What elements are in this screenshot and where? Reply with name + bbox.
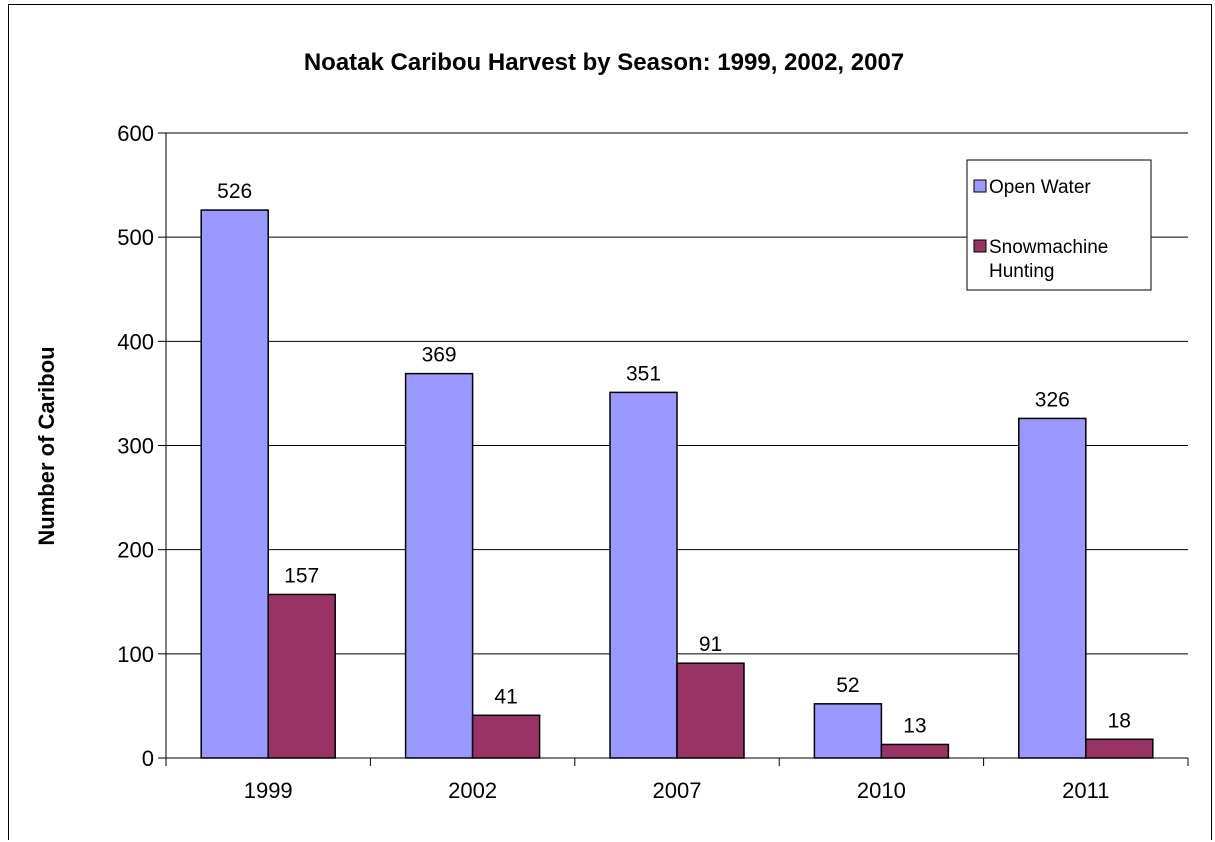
x-tick-label: 2007 (653, 778, 702, 803)
data-label: 369 (422, 344, 457, 367)
y-axis-title: Number of Caribou (34, 346, 59, 545)
legend: Open Water Snowmachine Hunting (966, 159, 1152, 291)
data-label: 91 (699, 633, 722, 656)
data-label: 351 (626, 362, 661, 385)
data-label: 41 (494, 685, 517, 708)
bar-open-water-2002 (404, 372, 474, 759)
x-tick-label: 2011 (1062, 778, 1109, 803)
y-tick-label: 300 (117, 434, 154, 459)
y-tick-label: 200 (117, 538, 154, 563)
x-tick-label: 1999 (244, 778, 293, 803)
bar-open-water-1999 (200, 209, 269, 759)
y-tick-label: 600 (117, 121, 154, 146)
data-label: 13 (903, 714, 926, 737)
x-tick-label: 2010 (857, 778, 906, 803)
bars (200, 209, 1154, 759)
bar-snowmachine-hunting-2002 (471, 714, 541, 759)
data-label: 157 (284, 564, 319, 587)
chart-frame (8, 4, 1212, 840)
x-tick-label: 2002 (448, 778, 497, 803)
y-tick-label: 500 (117, 225, 154, 250)
data-label: 526 (217, 180, 252, 203)
bar-open-water-2011 (1018, 417, 1087, 759)
bar-open-water-2007 (609, 391, 678, 759)
bar-snowmachine-hunting-2007 (676, 662, 745, 759)
legend-swatch (973, 179, 987, 193)
bar-open-water-2010 (813, 703, 883, 759)
bar-snowmachine-hunting-2010 (880, 743, 950, 759)
data-label: 18 (1108, 709, 1131, 732)
axes: 0 100 200 300 400 500 600 1999 2002 2007 2010 2011 (117, 121, 1189, 803)
legend-label: Open Water (989, 177, 1091, 198)
data-labels: 526 157 369 41 351 91 52 13 326 18 (217, 180, 1131, 737)
legend-swatch (973, 239, 987, 253)
bar-snowmachine-hunting-2011 (1085, 738, 1154, 759)
y-tick-label: 100 (117, 642, 154, 667)
y-tick-label: 400 (117, 329, 154, 354)
legend-box (966, 159, 1152, 291)
legend-label: Snowmachine (989, 237, 1108, 258)
y-tick-label: 0 (142, 746, 154, 771)
bar-snowmachine-hunting-1999 (267, 593, 336, 759)
chart-title: Noatak Caribou Harvest by Season: 1999, … (304, 49, 904, 76)
data-label: 52 (836, 674, 859, 697)
data-label: 326 (1035, 388, 1070, 411)
legend-label: Hunting (989, 261, 1055, 282)
